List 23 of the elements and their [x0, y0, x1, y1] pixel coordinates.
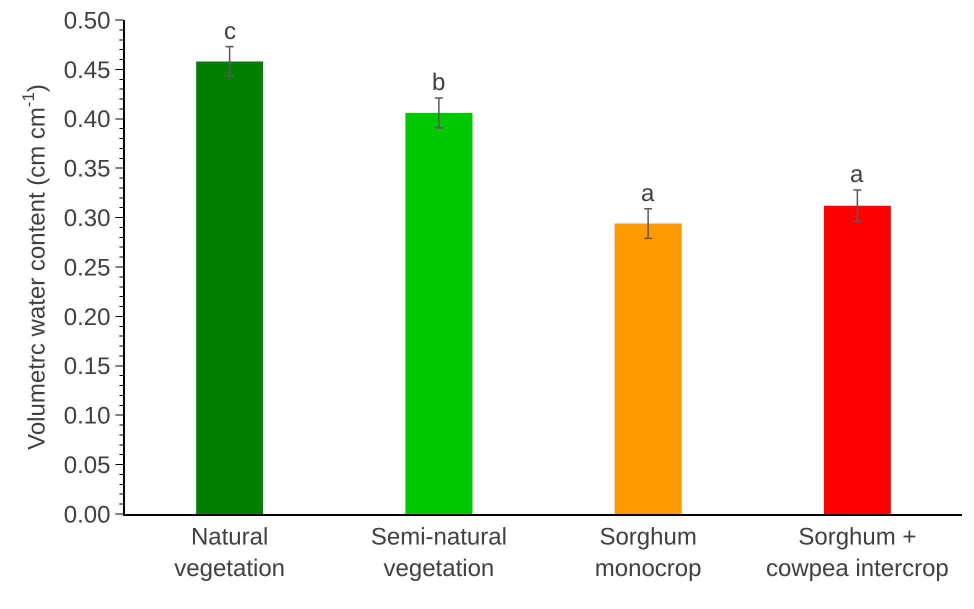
y-tick-label: 0.30: [64, 205, 110, 232]
y-tick-label: 0.10: [64, 402, 110, 430]
annotation: a: [850, 161, 864, 188]
y-tick-label: 0.20: [64, 304, 110, 331]
annotation: a: [641, 180, 655, 207]
y-tick-label: 0.15: [64, 353, 110, 380]
x-tick-label: Natural vegetation: [174, 524, 286, 582]
y-tick-label: 0.35: [64, 156, 110, 183]
y-tick-label: 0.40: [64, 106, 110, 134]
y-tick-label: 0.50: [64, 7, 110, 34]
y-tick-label: 0.05: [64, 452, 110, 479]
y-tick-label: 0.25: [64, 254, 110, 282]
y-tick-label: 0.00: [64, 501, 110, 528]
x-tick-label: Semi-natural vegetation: [370, 524, 507, 582]
x-tick-label: Sorghum monocrop: [594, 524, 702, 582]
bar: [196, 62, 264, 514]
annotation: b: [432, 69, 446, 96]
bar: [614, 224, 682, 514]
x-tick-label: Sorghum + cowpea intercrop: [766, 524, 949, 582]
bar: [824, 206, 891, 514]
y-tick-label: 0.45: [64, 56, 110, 84]
annotation: c: [224, 18, 236, 45]
bar: [405, 112, 472, 514]
